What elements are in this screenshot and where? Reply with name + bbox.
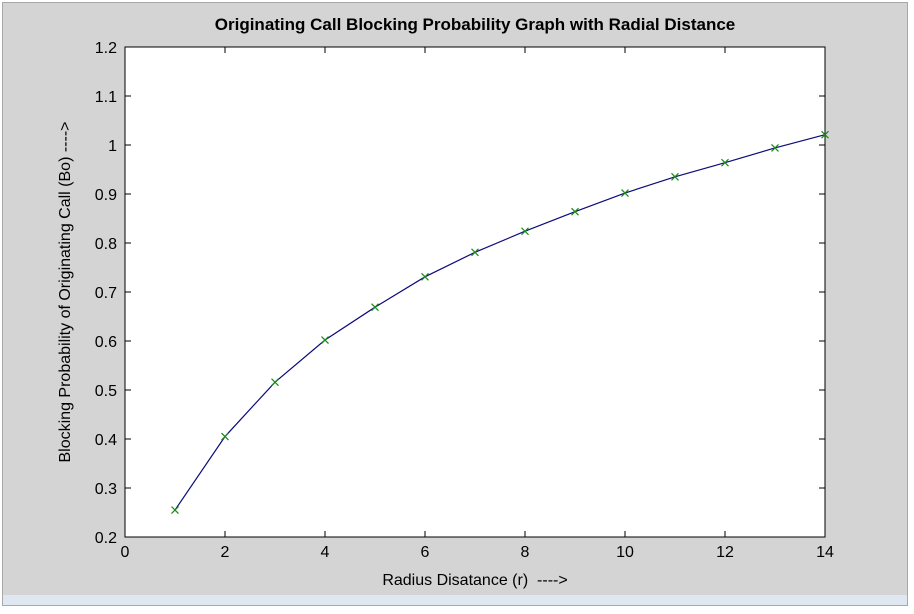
y-tick-label: 1 xyxy=(108,138,117,155)
y-tick-label: 0.8 xyxy=(95,236,117,253)
y-tick-label: 0.6 xyxy=(95,334,117,351)
y-tick-label: 0.3 xyxy=(95,481,117,498)
data-point-marker xyxy=(271,378,279,387)
data-point-marker xyxy=(771,144,779,152)
chart-title: Originating Call Blocking Probability Gr… xyxy=(215,15,735,34)
y-tick-label: 1.2 xyxy=(95,40,117,57)
x-tick-label: 4 xyxy=(321,544,330,561)
data-point-marker xyxy=(621,189,629,197)
y-axis-title: Blocking Probability of Originating Call… xyxy=(57,121,74,462)
y-tick-label: 0.9 xyxy=(95,187,117,204)
data-point-marker xyxy=(521,227,529,236)
series-layer xyxy=(171,130,829,514)
x-tick-label: 8 xyxy=(521,544,530,561)
x-tick-label: 14 xyxy=(816,544,834,561)
data-point-marker xyxy=(171,506,179,514)
x-tick-label: 6 xyxy=(421,544,430,561)
window-bottom-strip xyxy=(3,595,907,605)
x-tick-label: 10 xyxy=(616,544,634,561)
x-tick-label: 12 xyxy=(716,544,734,561)
y-tick-label: 0.4 xyxy=(95,432,117,449)
y-tick-label: 1.1 xyxy=(95,89,117,106)
plot-area xyxy=(124,46,826,538)
data-point-marker xyxy=(721,158,729,167)
data-point-marker xyxy=(371,303,379,312)
data-point-marker xyxy=(421,272,429,281)
y-tick-label: 0.2 xyxy=(95,530,117,547)
y-tick-label: 0.7 xyxy=(95,285,117,302)
data-point-marker xyxy=(821,130,829,139)
data-point-marker xyxy=(321,336,329,344)
data-point-marker xyxy=(221,432,229,441)
x-tick-label: 0 xyxy=(121,544,130,561)
data-point-marker xyxy=(471,248,479,257)
x-tick-label: 2 xyxy=(221,544,230,561)
x-axis-ticks: 0 2 4 6 8 10 12 14 xyxy=(121,47,834,561)
y-tick-label: 0.5 xyxy=(95,383,117,400)
x-axis-title: Radius Disatance (r) ----> xyxy=(382,572,567,589)
data-point-marker xyxy=(671,172,679,181)
y-axis-ticks: 0.2 0.3 0.4 0.5 0.6 0.7 0.8 0.9 1 1.1 1.2 xyxy=(95,40,825,547)
data-point-marker xyxy=(571,207,579,216)
series-line xyxy=(174,134,826,511)
